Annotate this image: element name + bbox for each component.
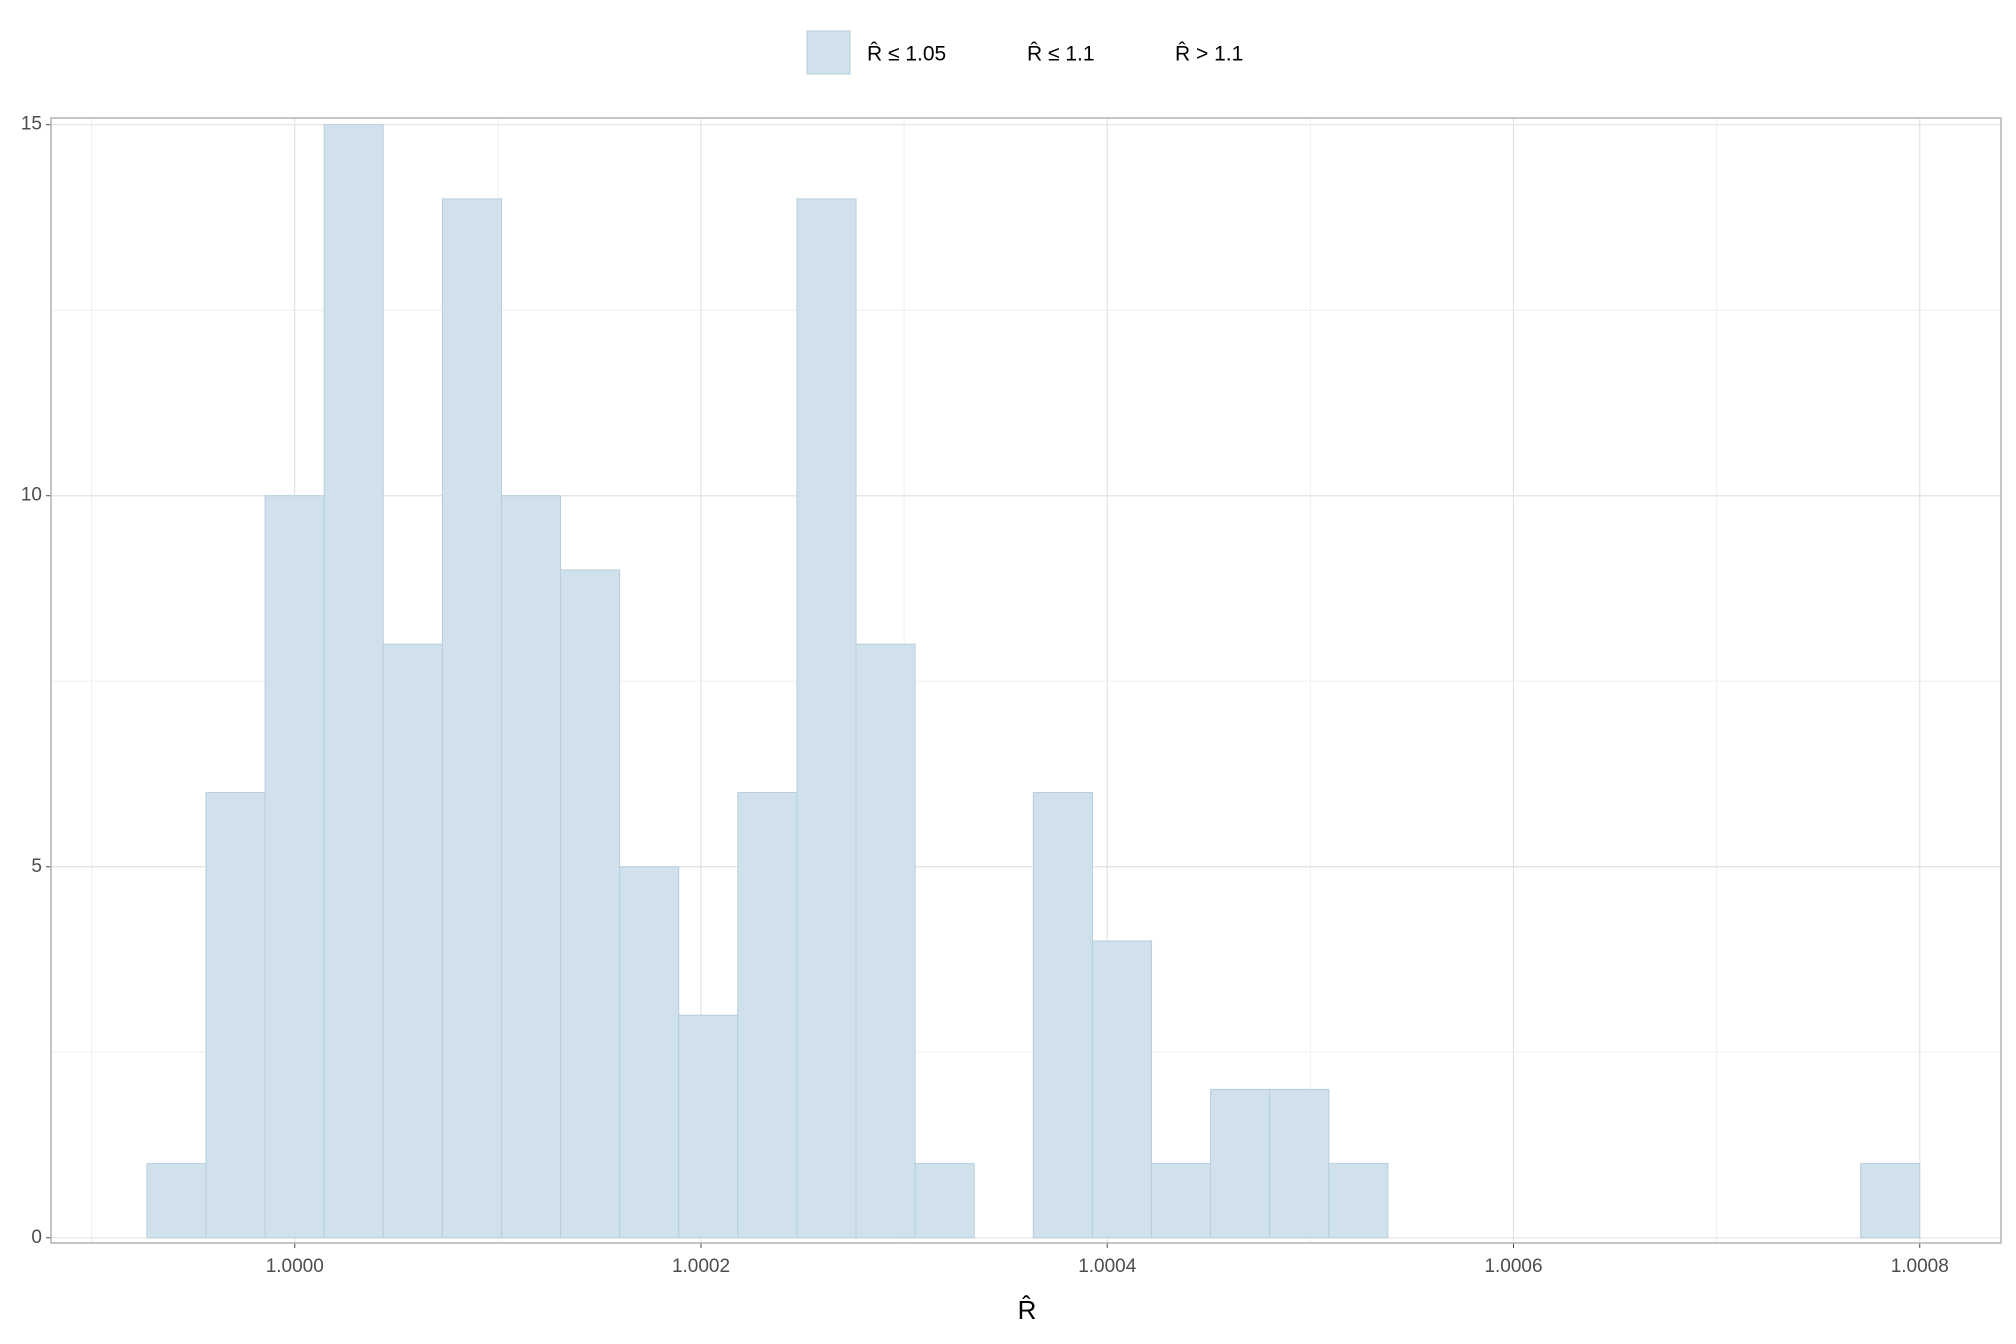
legend-label: R̂ ≤ 1.05	[867, 42, 946, 65]
y-tick-label: 0	[31, 1227, 42, 1248]
x-tick-label: 1.0000	[266, 1256, 324, 1277]
x-tick-label: 1.0004	[1078, 1256, 1137, 1277]
x-tick-label: 1.0008	[1891, 1256, 1949, 1277]
bar	[796, 198, 857, 1239]
bar	[1151, 1163, 1212, 1239]
x-tick-label: 1.0006	[1484, 1256, 1542, 1277]
legend-swatch	[806, 30, 851, 75]
y-tick-label: 15	[21, 114, 42, 135]
bar	[382, 643, 443, 1239]
bar	[560, 569, 621, 1239]
bar	[1269, 1088, 1330, 1239]
x-tick-label: 1.0002	[672, 1256, 730, 1277]
bar	[914, 1163, 975, 1239]
bar	[1210, 1088, 1271, 1239]
bar	[1032, 792, 1093, 1239]
legend-label: R̂ > 1.1	[1175, 42, 1243, 65]
x-axis-label: R̂	[1018, 1295, 1037, 1325]
bar	[737, 792, 798, 1239]
legend-label: R̂ ≤ 1.1	[1027, 42, 1095, 65]
bar	[441, 198, 502, 1239]
bar	[1328, 1163, 1389, 1239]
bar	[205, 792, 266, 1239]
y-tick-label: 5	[31, 856, 42, 877]
bar	[146, 1163, 207, 1239]
bar	[1091, 940, 1153, 1239]
bar	[500, 495, 562, 1239]
bar	[855, 643, 916, 1239]
bar	[323, 124, 384, 1239]
bar	[619, 866, 680, 1239]
bar	[264, 495, 325, 1239]
plot-border	[50, 117, 2002, 1244]
bar	[678, 1014, 739, 1239]
bar	[1860, 1163, 1921, 1239]
y-tick-label: 10	[21, 485, 42, 506]
